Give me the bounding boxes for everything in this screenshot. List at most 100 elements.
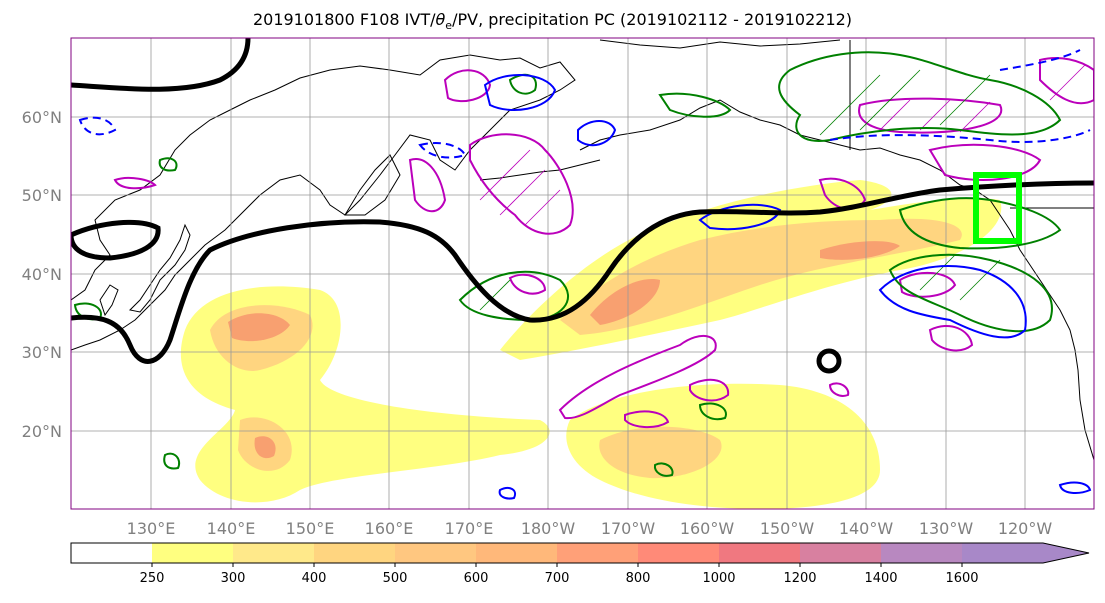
coastlines <box>71 39 1094 461</box>
blue-dashed-4 <box>999 49 1081 71</box>
lon-tick: 130°W <box>919 519 974 538</box>
map-frame <box>70 37 1095 510</box>
lon-tick: 140°E <box>207 519 256 538</box>
precip-contour-11 <box>558 335 717 420</box>
hatch-line <box>879 99 911 131</box>
blue-dashed-2 <box>418 142 467 159</box>
title-theta-sub: e <box>445 19 453 33</box>
colorbar-tick-label: 1400 <box>864 571 897 586</box>
precip-contour-7 <box>928 143 1042 181</box>
colorbar-tick-label: 1600 <box>945 571 978 586</box>
lat-tick: 30°N <box>22 343 62 362</box>
colorbar-swatch <box>800 543 882 563</box>
colorbar-ticks: 250 300 400 500 600 700 800 1000 1200 1400 1600 <box>140 563 979 586</box>
precip-contour-4 <box>113 176 157 190</box>
blue-contour-3 <box>698 203 782 231</box>
green-contour-2 <box>658 92 732 118</box>
precip-contour-3 <box>408 158 447 213</box>
pv-small-circle <box>816 348 842 374</box>
colorbar-swatch <box>476 543 558 563</box>
title-prefix: 2019101800 F108 IVT/ <box>252 10 436 29</box>
coast-japan <box>128 223 191 313</box>
hatch-line <box>939 74 991 126</box>
blue-dashed-3 <box>829 129 1091 143</box>
theta-negative-dashed <box>78 49 1091 159</box>
lat-tick-labels: 60°N 50°N 40°N 30°N 20°N <box>22 108 62 441</box>
pv-contours <box>71 38 1094 374</box>
colorbar-swatches <box>71 543 1089 563</box>
colorbar-tick-label: 1000 <box>702 571 735 586</box>
coast-aleutians <box>479 159 601 181</box>
hatch-line <box>479 279 511 311</box>
colorbar-tick-label: 500 <box>383 571 408 586</box>
precip-contour-1 <box>443 69 492 103</box>
blue-contour-5 <box>1058 481 1092 494</box>
colorbar-extend-arrow <box>1043 543 1089 563</box>
ivt-ar-central-core2 <box>820 241 900 260</box>
hatch-line <box>959 259 1001 301</box>
coast-alaska <box>579 99 1094 461</box>
colorbar-outline <box>70 542 1090 564</box>
hatch-line <box>819 74 881 136</box>
ivt-shading <box>180 180 1002 509</box>
coast-kamchatka <box>344 154 401 216</box>
theta-positive-hatching <box>479 69 1001 311</box>
precip-contour-14 <box>828 382 850 397</box>
hatch-line <box>524 189 561 226</box>
ivt-subtropical-band <box>566 383 880 509</box>
hatch-line <box>919 254 956 291</box>
hatch-line <box>1049 64 1086 101</box>
green-contour-8 <box>158 157 178 172</box>
precip-contour-12 <box>689 378 730 402</box>
ivt-ar-central-core <box>590 279 660 325</box>
colorbar-swatch <box>557 543 639 563</box>
lon-tick: 180°W <box>521 519 576 538</box>
hatch-line <box>479 149 531 201</box>
lon-tick: 150°W <box>760 519 815 538</box>
hatch-line <box>919 99 951 131</box>
lon-tick: 170°W <box>601 519 656 538</box>
blue-dashed-1 <box>78 116 117 136</box>
figure-title: 2019101800 F108 IVT/θe/PV, precipitation… <box>0 10 1105 32</box>
precip-contour-15 <box>508 273 547 295</box>
colorbar-tick-label: 400 <box>302 571 327 586</box>
precip-pc-hatching <box>479 64 1086 226</box>
theta-negative-contours <box>483 74 1092 500</box>
highlight-box <box>973 172 1022 244</box>
blue-contour-4 <box>878 265 1027 339</box>
colorbar-swatch <box>152 543 234 563</box>
colorbar-swatch <box>719 543 801 563</box>
precip-contour-9 <box>898 271 957 298</box>
green-contour-6 <box>458 270 570 322</box>
colorbar-swatch <box>881 543 963 563</box>
ivt-plume-west-core2 <box>254 436 276 459</box>
title-theta: θ <box>435 10 446 29</box>
colorbar-tick-label: 600 <box>464 571 489 586</box>
precip-contour-6 <box>858 97 1003 134</box>
coast-arctic-north <box>599 39 841 49</box>
green-contour-10 <box>163 452 181 470</box>
coast-asia <box>71 54 576 351</box>
colorbar-tick-label: 700 <box>545 571 570 586</box>
blue-contour-2 <box>577 120 617 147</box>
blue-contour-1 <box>483 74 557 111</box>
green-contour-3 <box>778 51 1062 142</box>
blue-contour-6 <box>498 487 516 500</box>
lat-tick: 40°N <box>22 265 62 284</box>
lat-tick: 50°N <box>22 186 62 205</box>
pv-closed-west <box>71 219 161 261</box>
hatch-line <box>499 169 546 216</box>
colorbar-swatch <box>71 543 153 563</box>
green-contour-5 <box>888 253 1053 333</box>
colorbar-swatch <box>395 543 477 563</box>
ivt-subtropical-mid <box>599 426 722 479</box>
hatch-line <box>959 101 991 133</box>
coast-korea <box>99 284 119 317</box>
hatch-line <box>859 69 921 131</box>
pv-main-contour <box>71 180 1094 364</box>
colorbar-swatch <box>233 543 315 563</box>
green-contour-11 <box>653 462 674 477</box>
green-contour-9 <box>698 402 727 421</box>
colorbar-tick-label: 300 <box>221 571 246 586</box>
title-suffix: /PV, precipitation PC (2019102112 - 2019… <box>452 10 853 29</box>
